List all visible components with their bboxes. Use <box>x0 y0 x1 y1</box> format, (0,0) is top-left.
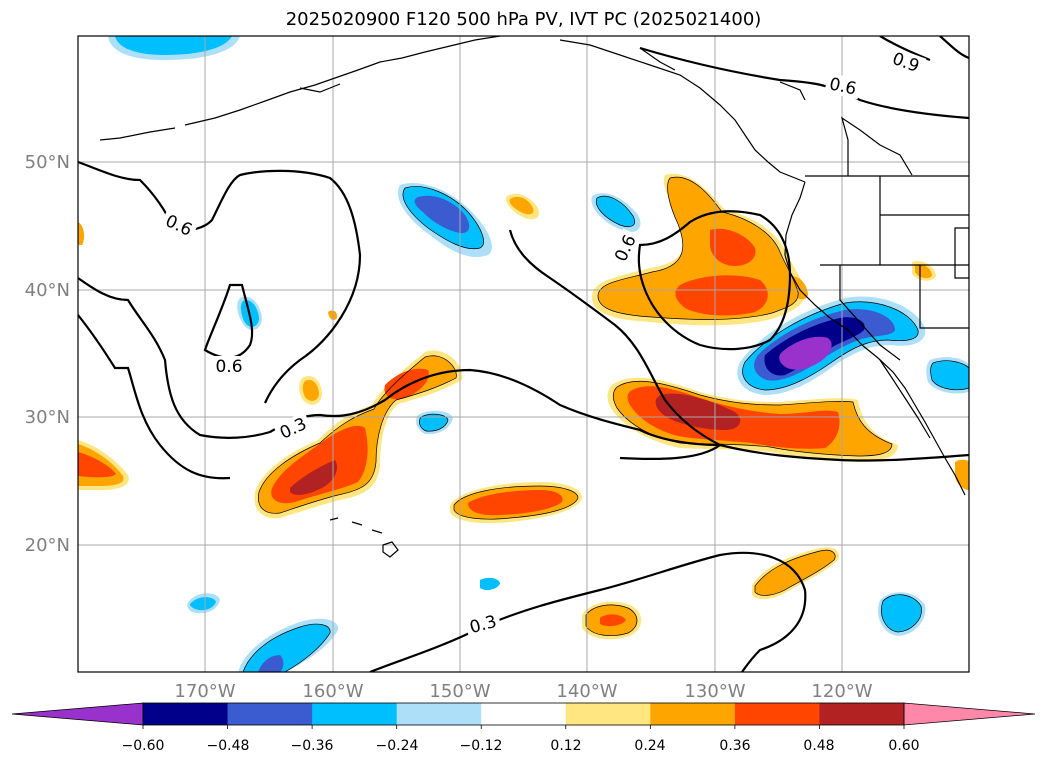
colorbar-segment <box>227 703 313 725</box>
colorbar-segment <box>819 703 905 725</box>
colorbar-segment <box>312 703 398 725</box>
lon-label: 120°W <box>811 681 872 702</box>
colorbar-tick-label: 0.36 <box>719 738 750 754</box>
ivt-contours <box>78 36 969 672</box>
lon-label: 150°W <box>429 681 490 702</box>
colorbar-extend-max <box>903 702 1036 726</box>
colorbar-segment <box>565 703 651 725</box>
lat-label: 20°N <box>25 535 70 556</box>
lon-label: 130°W <box>684 681 745 702</box>
lon-label: 140°W <box>556 681 617 702</box>
colorbar-segment <box>481 703 567 725</box>
lon-label: 170°W <box>174 681 235 702</box>
colorbar-segment <box>143 703 229 725</box>
shading-layer <box>78 36 969 672</box>
colorbar-tick-label: 0.60 <box>888 738 919 754</box>
colorbar-tick-label: 0.24 <box>634 738 665 754</box>
colorbar-segments <box>11 702 1036 726</box>
map-title: 2025020900 F120 500 hPa PV, IVT PC (2025… <box>285 9 762 30</box>
lon-label: 160°W <box>302 681 363 702</box>
colorbar-ticks <box>142 725 905 729</box>
coastlines <box>99 36 969 558</box>
colorbar-segment <box>396 703 482 725</box>
lat-label: 40°N <box>25 280 70 301</box>
colorbar-tick-label: −0.48 <box>207 738 250 754</box>
gridlines <box>78 36 969 672</box>
colorbar: −0.60 −0.48 −0.36 −0.24 −0.12 0.12 0.24 … <box>11 702 1036 754</box>
colorbar-tick-label: 0.48 <box>803 738 834 754</box>
colorbar-tick-label: 0.12 <box>550 738 581 754</box>
map-frame <box>77 35 970 673</box>
lat-label: 50°N <box>25 152 70 173</box>
colorbar-tick-label: −0.36 <box>291 738 334 754</box>
latitude-labels: 50°N 40°N 30°N 20°N <box>25 152 70 556</box>
colorbar-extend-min <box>11 702 144 726</box>
shading-outlines <box>242 176 969 672</box>
contour-label: 0.3 <box>468 612 499 638</box>
colorbar-segment <box>734 703 820 725</box>
contour-label: 0.6 <box>215 357 242 377</box>
colorbar-frame <box>142 702 905 726</box>
lat-label: 30°N <box>25 407 70 428</box>
colorbar-segment <box>650 703 736 725</box>
colorbar-tick-label: −0.12 <box>460 738 503 754</box>
colorbar-tick-label: −0.60 <box>122 738 165 754</box>
colorbar-tick-label: −0.24 <box>376 738 419 754</box>
contour-label: 0.6 <box>827 74 858 99</box>
longitude-labels: 170°W 160°W 150°W 140°W 130°W 120°W <box>174 681 872 702</box>
